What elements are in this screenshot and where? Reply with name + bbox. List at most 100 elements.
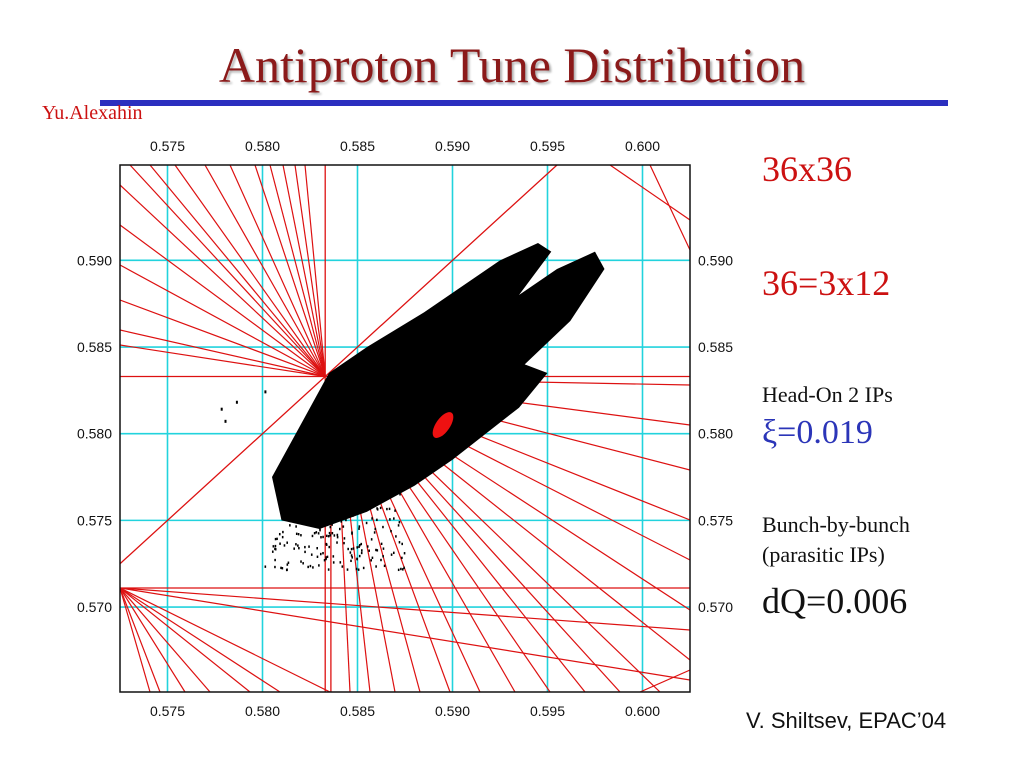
resonance-line [120, 344, 326, 378]
resonance-line [120, 587, 690, 681]
scatter-point [378, 478, 381, 481]
scatter-point [347, 547, 349, 551]
scatter-point [363, 466, 365, 470]
scatter-point [346, 508, 349, 511]
scatter-point [356, 557, 358, 561]
scatter-point [274, 537, 277, 541]
scatter-point [337, 491, 340, 494]
scatter-point [335, 507, 337, 511]
scatter-point [347, 510, 350, 514]
x-tick-label-bottom: 0.585 [340, 703, 375, 719]
scatter-point [364, 474, 367, 478]
scatter-point [322, 487, 324, 491]
y-tick-label-left: 0.585 [77, 339, 112, 355]
scatter-point [274, 544, 277, 548]
scatter-point [276, 537, 278, 541]
scatter-point [307, 565, 309, 569]
resonance-line [120, 299, 326, 378]
scatter-point [340, 497, 342, 500]
scatter-point [351, 531, 353, 534]
resonance-line [120, 184, 326, 377]
scatter-point [308, 545, 310, 548]
scatter-point [350, 559, 352, 563]
scatter-point [356, 546, 358, 549]
scatter-point [344, 481, 346, 485]
scatter-point [330, 472, 333, 475]
scatter-point [397, 457, 400, 460]
scatter-point [389, 469, 392, 473]
scatter-point [377, 450, 380, 454]
scatter-point [356, 440, 358, 443]
scatter-point [297, 544, 299, 547]
scatter-point [382, 422, 385, 425]
scatter-point [359, 473, 362, 476]
scatter-point [325, 556, 327, 559]
resonance-line [120, 587, 211, 692]
scatter-point [388, 470, 390, 474]
scatter-point [392, 490, 394, 494]
resonance-line [609, 165, 690, 221]
scatter-point [360, 460, 362, 463]
scatter-point [264, 565, 267, 568]
scatter-point [400, 567, 402, 571]
scatter-point [380, 558, 382, 562]
scatter-point [391, 469, 394, 472]
title-underline [100, 100, 948, 106]
scatter-point [390, 529, 392, 533]
scatter-point [372, 475, 374, 478]
scatter-point [361, 549, 363, 552]
scatter-point [312, 517, 315, 520]
scatter-point [384, 426, 387, 429]
y-tick-label-left: 0.590 [77, 252, 112, 268]
scatter-point [322, 551, 324, 555]
scatter-point [379, 506, 382, 510]
scatter-point [377, 458, 380, 461]
scatter-point [384, 494, 387, 497]
resonance-line [204, 165, 326, 377]
scatter-point [370, 559, 372, 562]
scatter-point [374, 527, 377, 531]
scatter-point [301, 516, 304, 520]
plot-frame [119, 164, 691, 693]
scatter-point [302, 562, 304, 565]
scatter-point [332, 555, 335, 558]
scatter-point [365, 521, 368, 525]
x-tick-label-top: 0.580 [245, 138, 280, 154]
scatter-point [358, 544, 361, 547]
scatter-point [385, 484, 387, 488]
scatter-point [342, 525, 345, 528]
scatter-point [350, 554, 353, 557]
resonance-line [120, 587, 251, 692]
scatter-point [340, 520, 343, 523]
scatter-point [388, 507, 391, 511]
scatter-point [377, 455, 380, 459]
scatter-point [338, 527, 341, 531]
scatter-point [373, 466, 376, 470]
scatter-point [316, 555, 319, 558]
scatter-point [324, 495, 327, 499]
scatter-point [401, 423, 404, 427]
scatter-point [278, 532, 281, 536]
scatter-point [305, 512, 308, 515]
scatter-point [397, 568, 400, 572]
scatter-point [365, 464, 368, 468]
scatter-point [286, 568, 288, 571]
scatter-point [337, 506, 340, 510]
tune-footprint [272, 243, 605, 530]
scatter-point [370, 472, 373, 476]
scatter-point [358, 545, 360, 549]
y-tick-label-right: 0.590 [698, 252, 733, 268]
resonance-line [229, 165, 326, 377]
resonance-line [649, 165, 690, 251]
scatter-point [332, 561, 335, 564]
scatter-point [328, 492, 330, 496]
scatter-point [394, 442, 397, 445]
scatter-point [376, 549, 379, 552]
resonance-line [120, 587, 161, 692]
credit-label: V. Shiltsev, EPAC’04 [746, 708, 947, 733]
scatter-point [367, 431, 369, 435]
scatter-point [353, 446, 355, 450]
scatter-point [374, 434, 377, 437]
scatter-point [400, 437, 403, 440]
scatter-point [353, 464, 356, 467]
